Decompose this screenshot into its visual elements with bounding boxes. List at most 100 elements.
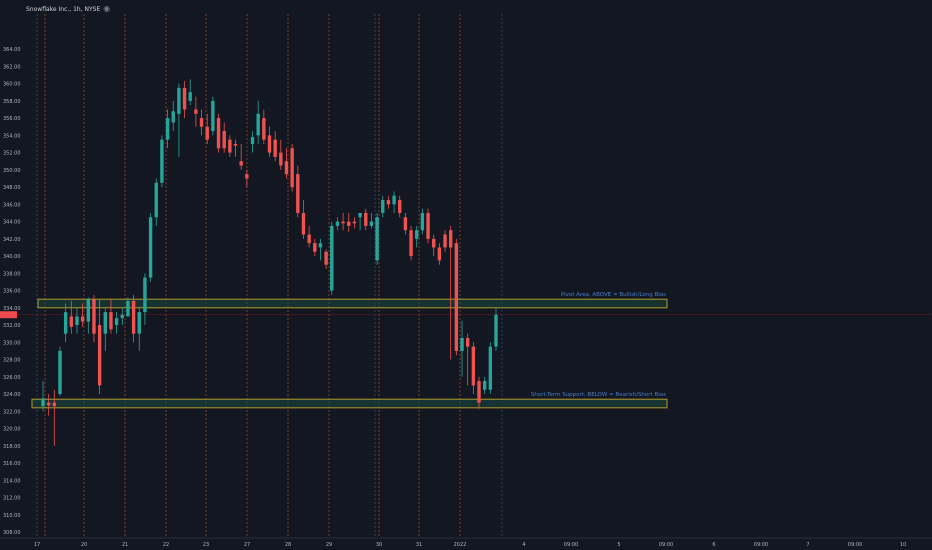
candle	[301, 200, 306, 239]
x-tick-label: 10	[900, 542, 906, 548]
eye-icon[interactable]: ◉	[103, 4, 111, 13]
candle	[426, 208, 430, 244]
x-tick-label: 30	[376, 542, 382, 548]
candle-body	[477, 381, 481, 403]
candle	[143, 273, 147, 326]
candle	[369, 212, 374, 229]
candle-body	[205, 126, 209, 140]
candle-body	[137, 312, 141, 334]
candle	[477, 376, 481, 409]
candle-body	[420, 212, 425, 231]
candle	[432, 234, 436, 257]
candle-body	[171, 111, 175, 123]
y-tick-label: 310.00	[3, 513, 21, 519]
candle-body	[160, 139, 164, 183]
candle-body	[109, 312, 113, 330]
zone-labels: Pivot Area, ABOVE = Bullish/Long Bias Sho…	[531, 292, 666, 398]
candle-body	[454, 243, 459, 351]
candle-body	[120, 314, 124, 319]
candle	[52, 389, 57, 446]
y-tick-label: 356.00	[3, 116, 21, 122]
candle	[341, 212, 345, 231]
candle-body	[398, 200, 402, 213]
y-tick-label: 354.00	[3, 133, 21, 139]
candle-body	[188, 92, 192, 101]
y-tick-label: 308.00	[3, 530, 21, 536]
y-tick-label: 352.00	[3, 151, 21, 157]
candle-body	[216, 118, 221, 149]
x-tick-label: 28	[285, 542, 291, 548]
candle	[228, 135, 232, 157]
candle	[216, 113, 221, 153]
candle-body	[318, 243, 323, 248]
candle	[86, 297, 90, 334]
symbol-title: Snowflake Inc., 1h, NYSE ◉	[26, 4, 110, 13]
x-tick-label: 7	[806, 542, 809, 548]
y-tick-label: 350.00	[3, 168, 21, 174]
candle	[420, 208, 425, 235]
candle-body	[182, 87, 187, 110]
candle	[199, 109, 204, 136]
candle-body	[267, 135, 272, 153]
candle-body	[392, 195, 396, 205]
candle-body	[443, 234, 447, 248]
x-tick-label: 6	[712, 542, 715, 548]
candle	[171, 100, 175, 132]
candle-body	[222, 131, 226, 149]
candle-body	[250, 137, 255, 144]
x-tick-label: 5	[617, 542, 620, 548]
candle-body	[279, 152, 283, 166]
candle	[182, 81, 187, 119]
candle	[148, 212, 153, 282]
x-tick-label: 09:00	[564, 542, 578, 548]
candle-body	[426, 212, 430, 239]
candle-body	[290, 148, 294, 188]
candle	[358, 212, 362, 231]
candle	[46, 394, 51, 416]
candle	[318, 238, 323, 261]
candle-body	[239, 161, 243, 166]
y-tick-label: 330.00	[3, 340, 21, 346]
y-tick-label: 334.00	[3, 306, 21, 312]
candle	[482, 376, 487, 395]
candle-body	[375, 217, 379, 261]
y-tick-label: 318.00	[3, 444, 21, 450]
candle	[250, 131, 255, 153]
candle	[194, 96, 198, 127]
y-tick-label: 364.00	[3, 47, 21, 53]
candle-body	[262, 118, 266, 140]
candle	[222, 122, 226, 153]
x-tick-label: 21	[122, 542, 128, 548]
candle	[347, 212, 351, 232]
symbol-line: Snowflake Inc., 1h, NYSE	[26, 6, 101, 13]
candle-body	[341, 221, 345, 224]
y-axis: 308.00 310.00 312.00 314.00 316.00 318.00 320.…	[3, 47, 21, 536]
y-tick-label: 314.00	[3, 478, 21, 484]
candle-body	[194, 109, 198, 114]
candle-body	[103, 312, 107, 334]
y-tick-label: 316.00	[3, 461, 21, 467]
candle-body	[347, 221, 351, 226]
x-tick-label: 27	[244, 542, 250, 548]
y-tick-label: 348.00	[3, 185, 21, 191]
candle-body	[482, 381, 487, 390]
candle	[205, 113, 209, 144]
candle-body	[465, 337, 470, 347]
x-tick-label: 17	[34, 542, 40, 548]
candle-body	[358, 212, 362, 218]
candle	[375, 212, 379, 265]
candle	[41, 381, 45, 412]
candle	[92, 294, 96, 343]
candle-body	[409, 230, 413, 257]
candle-body	[284, 161, 289, 175]
candle-body	[41, 398, 45, 407]
candle-body	[494, 314, 498, 347]
candle	[494, 307, 498, 351]
candle-body	[432, 238, 436, 248]
candle	[313, 238, 317, 257]
candle-body	[75, 316, 79, 326]
candle	[137, 307, 141, 351]
candle	[465, 333, 470, 386]
y-tick-label: 326.00	[3, 375, 21, 381]
